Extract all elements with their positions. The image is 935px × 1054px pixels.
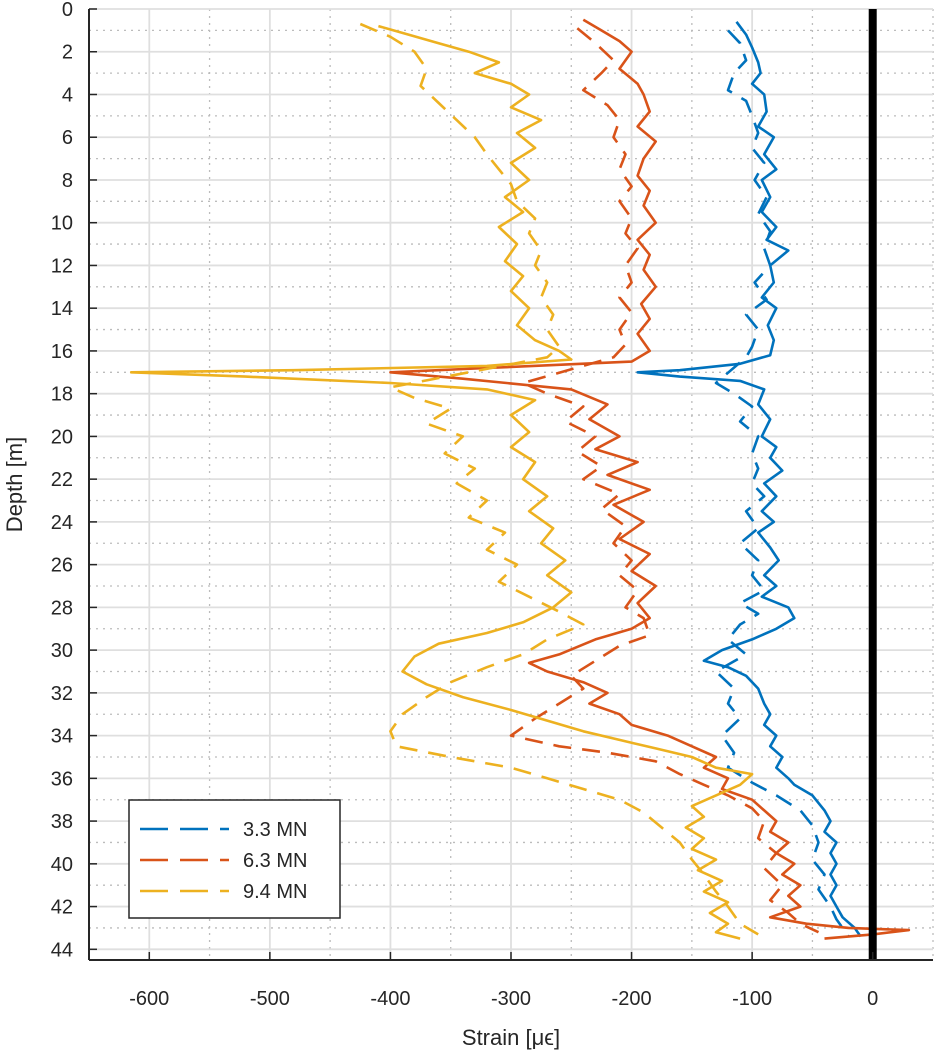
x-tick-label: -100 xyxy=(732,988,772,1010)
legend-label-3-3-mn: 3.3 MN xyxy=(243,819,307,841)
x-tick-label: 0 xyxy=(867,988,878,1010)
series-layer xyxy=(129,18,911,940)
y-tick-label: 32 xyxy=(51,683,73,705)
legend-entry-6-3-mn: 6.3 MN xyxy=(140,850,307,872)
y-tick-label: 28 xyxy=(51,597,73,619)
y-tick-label: 24 xyxy=(51,512,73,534)
series-solid-3-3-mn xyxy=(636,21,862,938)
y-tick-label: 18 xyxy=(51,384,73,406)
x-tick-label: -500 xyxy=(250,988,290,1010)
legend-label-9-4-mn: 9.4 MN xyxy=(243,881,307,903)
y-tick-label: 6 xyxy=(62,127,73,149)
y-tick-label: 2 xyxy=(62,42,73,64)
y-tick-label: 0 xyxy=(62,0,73,21)
y-tick-label: 34 xyxy=(51,726,73,748)
y-tick-label: 38 xyxy=(51,811,73,833)
x-tick-label: -600 xyxy=(129,988,169,1010)
y-tick-label: 20 xyxy=(51,426,73,448)
series-dashed-3-3-mn xyxy=(714,29,850,938)
y-tick-label: 36 xyxy=(51,768,73,790)
legend-label-6-3-mn: 6.3 MN xyxy=(243,850,307,872)
x-axis-title: Strain [μϵ] xyxy=(462,1025,560,1050)
y-tick-label: 42 xyxy=(51,897,73,919)
y-tick-label: 22 xyxy=(51,469,73,491)
series-dashed-9-4-mn xyxy=(359,22,759,936)
series-solid-9-4-mn xyxy=(129,24,754,940)
y-tick-label: 4 xyxy=(62,84,73,106)
axes xyxy=(88,8,933,961)
legend: 3.3 MN 6.3 MN 9.4 MN xyxy=(128,799,341,919)
x-tick-labels: -600 -500 -400 -300 -200 -100 0 xyxy=(129,988,878,1010)
y-tick-label: 12 xyxy=(51,255,73,277)
y-tick-label: 8 xyxy=(62,170,73,192)
legend-entry-3-3-mn: 3.3 MN xyxy=(140,819,307,841)
x-tick-label: -200 xyxy=(612,988,652,1010)
y-tick-label: 30 xyxy=(51,640,73,662)
y-tick-label: 40 xyxy=(51,854,73,876)
y-tick-label: 14 xyxy=(51,298,73,320)
y-tick-label: 26 xyxy=(51,555,73,577)
series-solid-6-3-mn xyxy=(389,18,911,940)
y-tick-label: 10 xyxy=(51,213,73,235)
x-tick-label: -400 xyxy=(370,988,410,1010)
y-tick-labels: 0246810121416182022242628303234363840424… xyxy=(51,0,73,961)
y-tick-label: 44 xyxy=(51,939,73,961)
x-tick-label: -300 xyxy=(491,988,531,1010)
y-tick-label: 16 xyxy=(51,341,73,363)
y-axis-title: Depth [m] xyxy=(2,437,27,532)
series-dashed-6-3-mn xyxy=(509,27,820,934)
legend-entry-9-4-mn: 9.4 MN xyxy=(140,881,307,903)
